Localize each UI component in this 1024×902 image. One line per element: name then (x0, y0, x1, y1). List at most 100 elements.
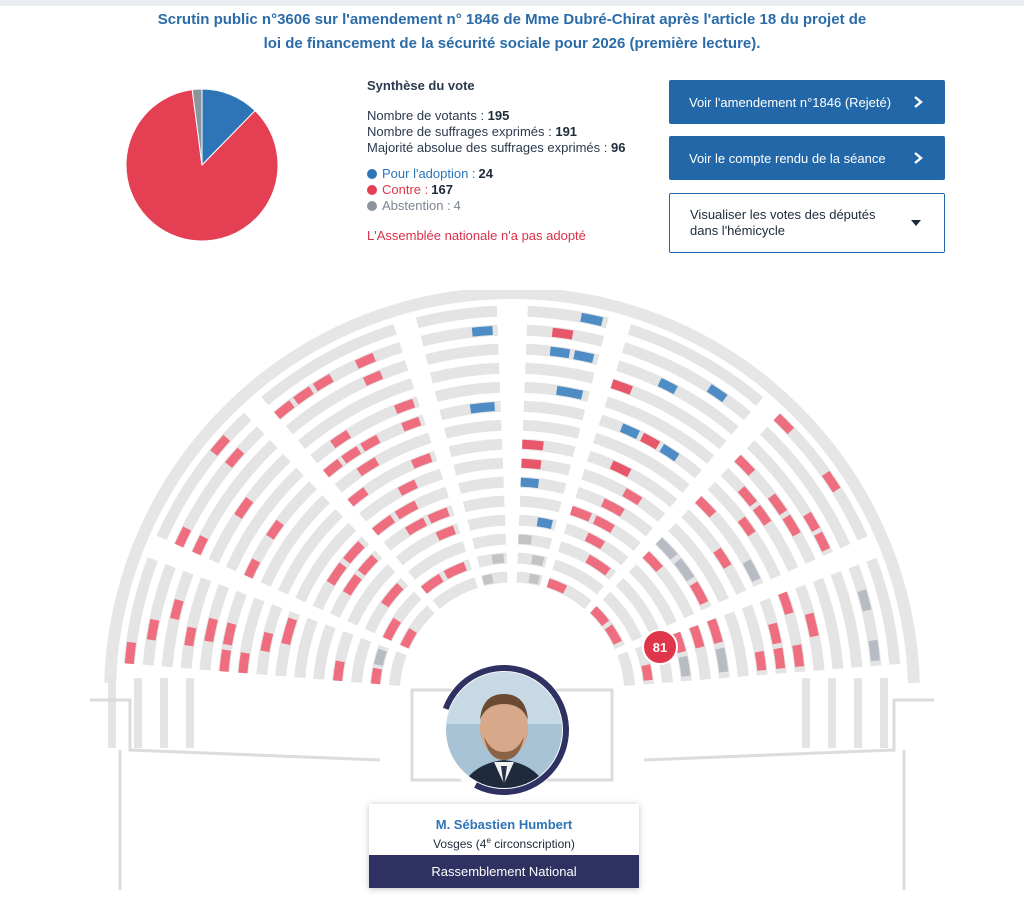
seat[interactable] (706, 384, 728, 403)
seat[interactable] (443, 561, 467, 580)
seat[interactable] (481, 574, 494, 586)
seat[interactable] (792, 644, 805, 667)
visualiser-hemicycle-button[interactable]: Visualiser les votes des députés dans l'… (669, 193, 945, 253)
seat[interactable] (323, 459, 343, 478)
seat[interactable] (146, 618, 160, 641)
seat[interactable] (678, 655, 691, 677)
seat[interactable] (556, 385, 584, 400)
seat[interactable] (356, 457, 380, 477)
seat[interactable] (868, 639, 880, 662)
depute-card[interactable]: M. Sébastien Humbert Vosges (4e circonsc… (369, 804, 639, 888)
seat[interactable] (184, 626, 197, 647)
seat[interactable] (782, 514, 801, 537)
seat[interactable] (604, 624, 622, 645)
seat[interactable] (551, 327, 574, 340)
seat[interactable] (204, 617, 218, 643)
seat[interactable] (397, 479, 418, 496)
seat[interactable] (742, 559, 761, 583)
seat[interactable] (238, 652, 250, 674)
seat[interactable] (768, 622, 782, 645)
seat[interactable] (642, 551, 664, 573)
seat[interactable] (773, 413, 795, 435)
seat[interactable] (549, 346, 571, 359)
seat[interactable] (767, 493, 788, 516)
seat[interactable] (219, 649, 231, 672)
seat[interactable] (469, 402, 495, 414)
seat[interactable] (342, 573, 362, 596)
seat[interactable] (671, 631, 687, 654)
seat[interactable] (357, 554, 379, 576)
seat[interactable] (584, 532, 606, 550)
seat[interactable] (610, 379, 633, 395)
seat[interactable] (590, 606, 610, 627)
seat[interactable] (312, 373, 334, 392)
seat[interactable] (400, 628, 417, 649)
seat-badge[interactable]: 81 (642, 629, 678, 665)
seat[interactable] (225, 447, 245, 468)
seat[interactable] (420, 573, 444, 594)
seat[interactable] (546, 578, 568, 594)
seat[interactable] (234, 497, 254, 519)
seat[interactable] (518, 534, 532, 545)
seat[interactable] (778, 591, 794, 615)
seat[interactable] (640, 432, 661, 450)
seat[interactable] (528, 573, 540, 585)
seat[interactable] (410, 453, 433, 469)
seat[interactable] (734, 454, 756, 476)
seat[interactable] (737, 486, 758, 507)
seat[interactable] (752, 504, 772, 526)
seat[interactable] (382, 617, 402, 641)
seat[interactable] (737, 516, 756, 537)
seat[interactable] (370, 667, 382, 685)
seat[interactable] (354, 352, 376, 369)
seat[interactable] (821, 470, 841, 493)
seat[interactable] (192, 535, 209, 556)
seat[interactable] (715, 647, 729, 673)
seat[interactable] (536, 517, 553, 529)
seat[interactable] (372, 514, 396, 536)
seat[interactable] (520, 477, 540, 489)
seat[interactable] (569, 506, 592, 522)
seat[interactable] (244, 558, 261, 579)
seat[interactable] (674, 558, 695, 582)
seat[interactable] (491, 553, 505, 564)
seat[interactable] (341, 446, 362, 464)
seat[interactable] (609, 460, 632, 478)
seat[interactable] (394, 500, 419, 520)
seat[interactable] (655, 537, 678, 560)
seat[interactable] (622, 488, 643, 506)
seat[interactable] (124, 641, 137, 665)
seat[interactable] (360, 434, 381, 452)
seat[interactable] (804, 612, 819, 638)
seat[interactable] (471, 326, 493, 337)
seat[interactable] (619, 423, 640, 439)
seat[interactable] (174, 526, 192, 548)
seat[interactable] (659, 443, 680, 462)
seat[interactable] (170, 598, 184, 620)
seat[interactable] (427, 507, 450, 524)
seat[interactable] (393, 398, 416, 414)
seat[interactable] (326, 562, 347, 586)
seat[interactable] (689, 625, 705, 649)
seat[interactable] (531, 555, 545, 566)
seat[interactable] (754, 650, 767, 671)
seat[interactable] (521, 458, 542, 470)
seat[interactable] (330, 430, 352, 449)
seat[interactable] (814, 531, 831, 552)
seat[interactable] (592, 515, 615, 533)
seat[interactable] (573, 350, 595, 364)
seat[interactable] (260, 631, 274, 653)
seat[interactable] (713, 547, 732, 569)
seat[interactable] (803, 511, 820, 532)
seat[interactable] (857, 589, 872, 612)
hemicycle[interactable]: 81 (0, 290, 1024, 890)
seat[interactable] (657, 378, 678, 395)
seat[interactable] (333, 660, 345, 682)
seat[interactable] (362, 370, 384, 386)
seat[interactable] (773, 647, 786, 669)
seat[interactable] (343, 541, 365, 564)
seat[interactable] (641, 664, 653, 681)
seat[interactable] (689, 581, 709, 606)
seat[interactable] (373, 648, 387, 666)
seat[interactable] (210, 434, 231, 456)
